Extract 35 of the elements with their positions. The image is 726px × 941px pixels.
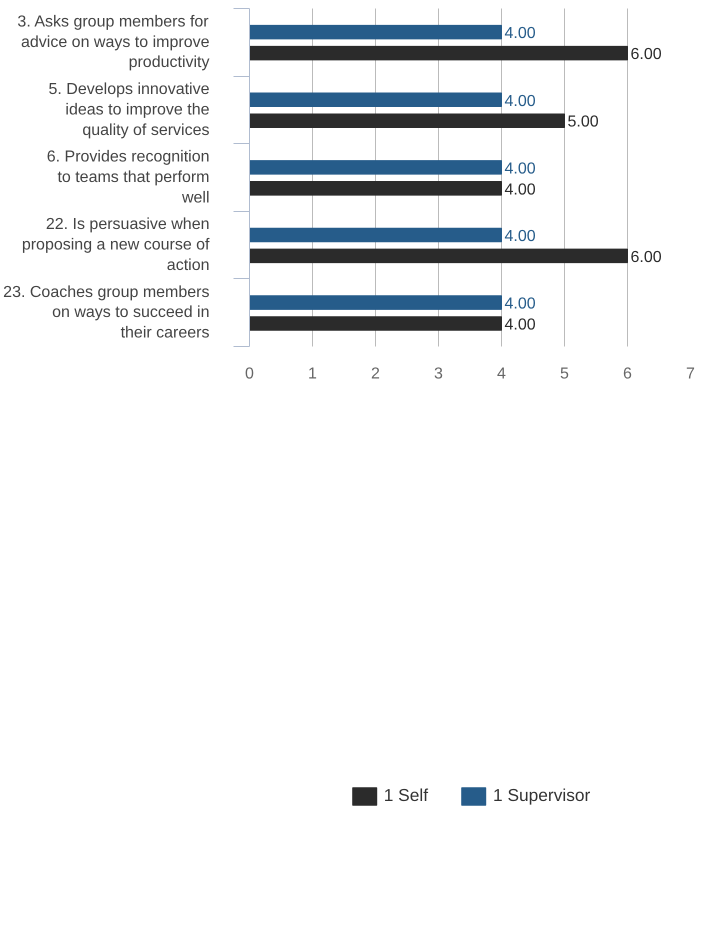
- data-label: 4.00: [504, 181, 536, 198]
- data-label: 6.00: [630, 248, 662, 266]
- y-tick-label: 23. Coaches group members on ways to succeed in their careers: [3, 284, 210, 342]
- y-tick-label: 3. Asks group members for advice on ways to improve productivity: [17, 13, 210, 72]
- data-label: 4.00: [504, 25, 536, 42]
- bar: [250, 24, 502, 40]
- bar: [250, 92, 502, 108]
- data-label: 4.00: [504, 228, 536, 245]
- bar: [250, 181, 502, 196]
- x-tick-label: 7: [686, 366, 696, 382]
- bar: [250, 228, 502, 242]
- bar: [250, 160, 502, 175]
- y-tick-label: 6. Provides recognition to teams that perform well: [46, 148, 210, 206]
- bar: [250, 316, 502, 331]
- bar: [250, 248, 628, 264]
- data-label: 5.00: [568, 114, 599, 131]
- x-tick-label: 6: [623, 366, 632, 382]
- data-label: 4.00: [504, 92, 536, 110]
- x-tick-label: 0: [245, 366, 254, 382]
- y-tick-label: 5. Develops innovative ideas to improve the quality of services: [48, 81, 210, 139]
- x-tick-label: 1: [308, 366, 318, 382]
- legend-label: 1 Supervisor: [493, 785, 590, 806]
- x-tick-label: 4: [497, 366, 506, 382]
- x-tick-label: 2: [371, 366, 380, 382]
- legend-label: 1 Self: [384, 785, 428, 806]
- data-label: 4.00: [504, 160, 536, 178]
- data-label: 4.00: [504, 296, 536, 313]
- y-tick-label: 22. Is persuasive when proposing a new course of action: [22, 216, 210, 274]
- data-label: 6.00: [630, 46, 662, 64]
- bar: [250, 113, 565, 128]
- x-tick-label: 5: [560, 366, 570, 382]
- bar: [250, 295, 502, 310]
- x-tick-label: 3: [434, 366, 444, 382]
- data-label: 4.00: [504, 316, 536, 334]
- bar: [250, 46, 628, 60]
